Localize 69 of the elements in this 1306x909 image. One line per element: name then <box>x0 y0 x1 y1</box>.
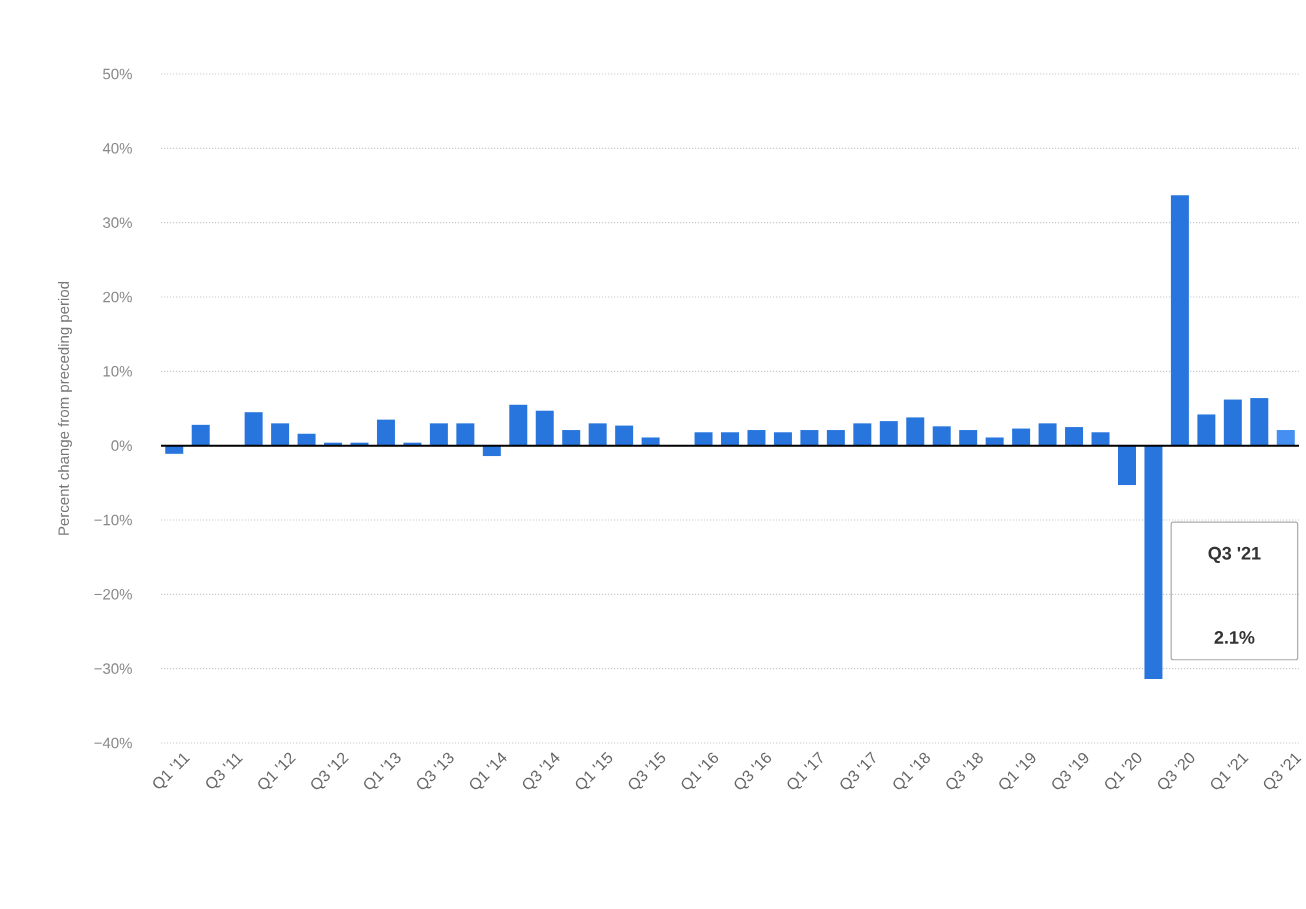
bar <box>1012 428 1031 446</box>
x-tick-label: Q1 '16 <box>681 752 719 790</box>
bar <box>747 430 766 446</box>
x-tick-label: Q1 '18 <box>893 752 930 790</box>
bar <box>1065 427 1084 446</box>
y-tick-label: 0% <box>111 440 132 451</box>
x-tick-label: Q3 '20 <box>1158 752 1195 790</box>
bar <box>959 430 978 446</box>
bar <box>297 433 316 446</box>
x-tick-label: Q3 '18 <box>946 752 983 790</box>
bar <box>1276 430 1295 446</box>
bar <box>1223 399 1242 446</box>
bar <box>509 404 528 446</box>
bar <box>721 432 739 446</box>
x-tick-label: Q3 '13 <box>417 752 454 790</box>
y-tick-label: 40% <box>102 143 132 154</box>
x-tick-label: Q3 '11 <box>206 753 244 789</box>
x-tick-label: Q1 '11 <box>153 753 191 789</box>
bar <box>1197 414 1216 446</box>
bar <box>1117 445 1136 486</box>
bar <box>191 424 210 446</box>
x-tick-label: Q3 '17 <box>840 751 876 790</box>
x-tick-label: Q3 '19 <box>1052 752 1089 790</box>
bar <box>615 425 634 446</box>
bar <box>800 430 819 446</box>
x-tick-label: Q1 '13 <box>364 752 401 790</box>
y-tick-label: −10% <box>94 514 132 526</box>
x-tick-label: Q3 '14 <box>522 752 560 790</box>
x-tick-label: Q3 '16 <box>734 752 772 790</box>
bar <box>244 412 263 446</box>
bar <box>271 423 290 446</box>
bar <box>1038 423 1057 446</box>
x-tick-label: Q3 '21 <box>1263 753 1302 790</box>
annotation: 2.1% <box>1214 631 1255 644</box>
bar <box>694 432 713 446</box>
x-tick-label: Q1 '15 <box>575 751 613 790</box>
bar <box>826 430 845 446</box>
x-tick-label: Q1 '21 <box>1210 753 1249 790</box>
bar <box>1091 432 1110 446</box>
y-tick-label: 50% <box>103 68 132 80</box>
bar <box>879 421 898 446</box>
bar <box>773 432 792 446</box>
bar <box>1170 195 1189 446</box>
x-tick-label: Q1 '12 <box>258 752 296 790</box>
y-tick-label: 20% <box>103 291 132 303</box>
x-tick-label: Q1 '19 <box>999 752 1036 790</box>
y-tick-label: 30% <box>103 217 132 228</box>
bar <box>535 410 554 446</box>
x-tick-label: Q3 '12 <box>311 752 349 790</box>
y-tick-label: −20% <box>94 589 132 600</box>
y-axis-title: Percent change from preceding period <box>57 281 72 535</box>
bar <box>456 423 475 446</box>
x-tick-label: Q1 '20 <box>1105 752 1142 790</box>
bar <box>1250 398 1269 446</box>
bar <box>376 419 395 446</box>
bar <box>853 423 872 446</box>
x-tick-label: Q3 '15 <box>628 751 666 790</box>
y-tick-label: −40% <box>94 737 132 749</box>
bar <box>932 426 951 446</box>
bar <box>588 423 607 446</box>
y-tick-label: −30% <box>94 663 132 674</box>
annotation: Q3 '21 <box>1208 546 1261 563</box>
bar <box>1144 445 1163 680</box>
x-tick-label: Q1 '14 <box>469 752 507 790</box>
x-tick-label: Q1 '17 <box>787 751 823 790</box>
bar <box>906 417 925 446</box>
y-tick-label: 10% <box>103 366 132 377</box>
bar <box>562 430 581 446</box>
bar <box>429 423 448 446</box>
